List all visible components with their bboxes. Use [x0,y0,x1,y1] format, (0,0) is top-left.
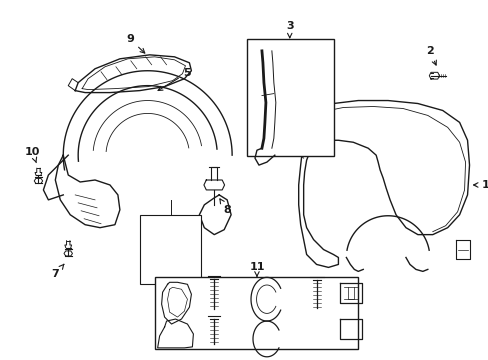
Text: 6: 6 [166,285,174,299]
Text: 8: 8 [220,199,230,215]
Text: 9: 9 [125,34,144,53]
Bar [246,39,334,156]
Text: 3: 3 [285,21,293,38]
Text: 7: 7 [51,264,64,279]
Text: 1: 1 [472,180,488,190]
Text: 5: 5 [158,68,191,90]
Text: 4: 4 [249,143,263,153]
Bar [140,215,201,284]
Text: 10: 10 [25,147,40,163]
Text: 2: 2 [425,46,435,65]
Bar [154,277,358,349]
Text: 11: 11 [249,262,264,276]
